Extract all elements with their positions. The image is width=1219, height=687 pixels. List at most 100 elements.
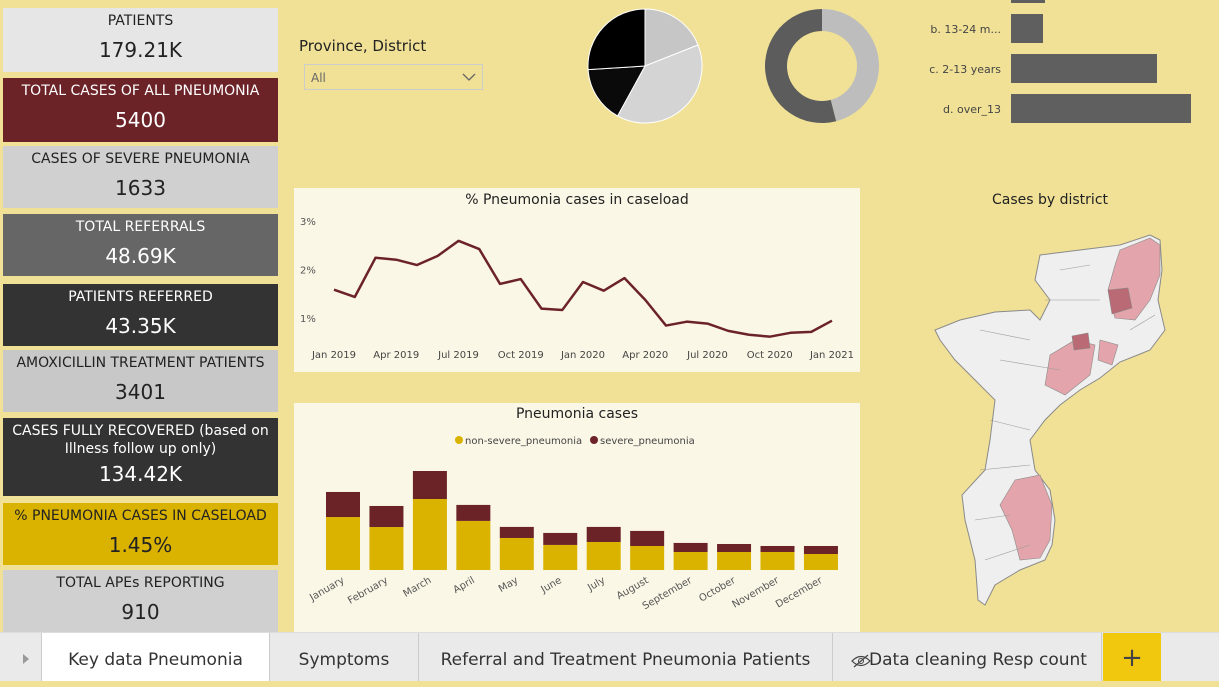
tab[interactable]: Key data Pneumonia [41, 633, 270, 681]
category-label: d. over_13 [943, 103, 1001, 116]
kpi-card: TOTAL CASES OF ALL PNEUMONIA 5400 [3, 78, 278, 142]
bar-segment [630, 545, 665, 570]
kpi-label: PATIENTS REFERRED [68, 289, 213, 305]
dropdown-arrow [462, 73, 476, 81]
line-panel [294, 188, 860, 372]
kpi-value: 5400 [115, 108, 166, 132]
kpi-value: 1633 [115, 176, 166, 200]
charts: % Pneumonia cases in caseload Pneumonia … [294, 0, 1191, 632]
kpi-card: CASES OF SEVERE PNEUMONIA 1633 [3, 146, 278, 208]
tab[interactable]: Referral and Treatment Pneumonia Patient… [419, 633, 833, 681]
bar-segment [456, 504, 491, 521]
x-tick-label: Jan 2020 [560, 350, 605, 361]
tab[interactable]: Symptoms [270, 633, 419, 681]
kpi-value: 179.21K [98, 38, 183, 62]
bar-segment [630, 530, 665, 546]
bar-segment [412, 471, 447, 500]
kpi-value: 3401 [115, 380, 166, 404]
kpi-value: 134.42K [98, 462, 183, 486]
x-tick-label: Apr 2019 [373, 350, 419, 361]
line [333, 239, 833, 338]
bar-title: Pneumonia cases [516, 406, 638, 422]
kpi-label: PATIENTS [107, 13, 174, 29]
bar-segment [369, 527, 404, 570]
kpi-value: 1.45% [108, 533, 173, 557]
kpi-value: 43.35K [105, 314, 176, 338]
bar-segment [543, 544, 578, 570]
kpi-label: % PNEUMONIA CASES IN CASELOAD [14, 508, 267, 524]
bar-segment [326, 517, 360, 570]
x-tick-label: Jan 2021 [809, 350, 854, 361]
tab-bar: Key data Pneumonia Symptoms Referral and… [0, 632, 1219, 681]
add-tab[interactable]: + [1103, 633, 1161, 681]
x-tick-label: Apr 2020 [622, 350, 668, 361]
kpi-label: AMOXICILLIN TREATMENT PATIENTS [16, 355, 265, 371]
y-tick-label: 1% [300, 314, 316, 325]
pie-slice [587, 8, 646, 71]
pie-slice [644, 8, 699, 67]
kpi-card: TOTAL APEs REPORTING 910 [3, 570, 278, 632]
bar-segment [717, 551, 752, 570]
filter-value: All [311, 71, 326, 85]
kpi-label: TOTAL CASES OF ALL PNEUMONIA [21, 83, 260, 99]
bar-segment [412, 499, 447, 570]
tab[interactable]: Data cleaning Resp count [833, 633, 1102, 681]
bar-segment [586, 541, 621, 570]
bar-segment [673, 551, 708, 570]
kpi-card: CASES FULLY RECOVERED (based on Illness … [3, 418, 278, 496]
bar-segment [543, 532, 578, 545]
x-tick-label: Jul 2019 [437, 350, 479, 361]
hidden-icon [851, 654, 871, 668]
bar-segment [499, 526, 534, 538]
tab-scroll[interactable] [22, 653, 30, 665]
legend-label: non-severe_pneumonia [465, 436, 582, 447]
bar-segment [803, 553, 838, 570]
pie-slice [616, 44, 703, 124]
bar [1011, 54, 1157, 83]
bar-segment [586, 526, 621, 542]
kpi-card: AMOXICILLIN TREATMENT PATIENTS 3401 [3, 350, 278, 412]
bar-segment [369, 505, 404, 528]
kpi-label: TOTAL REFERRALS [75, 219, 206, 235]
donut-slice [765, 9, 837, 123]
y-tick-label: 2% [300, 265, 316, 276]
kpi-label: CASES OF SEVERE PNEUMONIA [31, 151, 250, 167]
kpi-value: 910 [121, 600, 160, 624]
pie-slice [587, 65, 646, 117]
tab-label: Data cleaning Resp count [869, 650, 1087, 670]
category-label: c. 2-13 years [929, 63, 1001, 76]
filter-label: Province, District [299, 37, 427, 55]
kpi-label: TOTAL APEs REPORTING [56, 575, 225, 591]
x-tick-label: Jul 2020 [686, 350, 728, 361]
filter-dropdown[interactable]: All [304, 64, 483, 90]
bar-segment [499, 537, 534, 570]
bar-segment [803, 545, 838, 554]
kpi-card: PATIENTS 179.21K [3, 8, 278, 72]
x-tick-label: Jan 2019 [311, 350, 356, 361]
kpi-card: TOTAL REFERRALS 48.69K [3, 214, 278, 276]
bar [1011, 94, 1191, 123]
bar-segment [717, 543, 752, 552]
bar-segment [760, 551, 795, 570]
legend-marker [590, 436, 598, 444]
map-title: Cases by district [992, 192, 1109, 208]
legend-marker [455, 436, 463, 444]
bar [1011, 14, 1043, 43]
bar-segment [456, 520, 491, 570]
map [934, 234, 1166, 606]
bar-segment [326, 491, 360, 518]
y-tick-label: 3% [300, 217, 316, 228]
legend-label: severe_pneumonia [600, 436, 695, 447]
kpi-label: CASES FULLY RECOVERED (based on Illness … [12, 423, 269, 457]
category-label: b. 13-24 m... [930, 23, 1001, 36]
kpi-value: 48.69K [105, 244, 176, 268]
x-tick-label: Oct 2019 [498, 350, 544, 361]
bar-segment [673, 542, 708, 552]
bar [1011, 0, 1045, 3]
kpi-card: % PNEUMONIA CASES IN CASELOAD 1.45% [3, 503, 278, 565]
kpi-card: PATIENTS REFERRED 43.35K [3, 284, 278, 346]
donut-slice [822, 9, 880, 122]
line-title: % Pneumonia cases in caseload [465, 192, 689, 208]
bar-segment [760, 545, 795, 552]
